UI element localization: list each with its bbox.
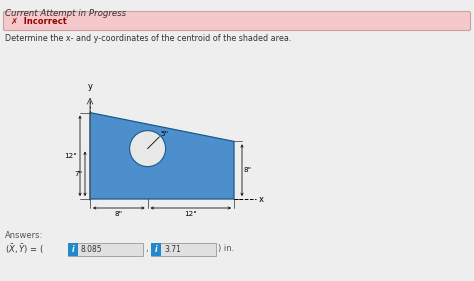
Text: 3.71: 3.71 [164,244,181,253]
Text: Determine the x- and y-coordinates of the centroid of the shaded area.: Determine the x- and y-coordinates of th… [5,34,292,43]
Text: i: i [72,244,74,253]
Text: 12": 12" [64,153,77,159]
Circle shape [129,131,165,167]
Bar [151,243,161,256]
Bar [68,243,143,256]
Text: 12": 12" [184,211,197,217]
Text: y: y [88,82,92,91]
Text: 8": 8" [115,211,123,217]
FancyBboxPatch shape [3,12,471,31]
Text: $(\bar{X}, \bar{Y})$ = (: $(\bar{X}, \bar{Y})$ = ( [5,242,44,256]
Text: ,: , [145,244,148,253]
Text: i: i [155,244,157,253]
Text: 8": 8" [244,167,252,173]
Text: 5": 5" [160,131,168,137]
Text: Current Attempt in Progress: Current Attempt in Progress [5,9,126,18]
Text: 7": 7" [75,171,83,177]
Text: 8.085: 8.085 [81,244,103,253]
Polygon shape [90,113,234,199]
Text: ✗  Incorrect: ✗ Incorrect [11,17,67,26]
Text: Answers:: Answers: [5,231,43,240]
Text: x: x [259,194,264,203]
Text: ) in.: ) in. [218,244,234,253]
Bar [151,243,216,256]
Bar [68,243,78,256]
